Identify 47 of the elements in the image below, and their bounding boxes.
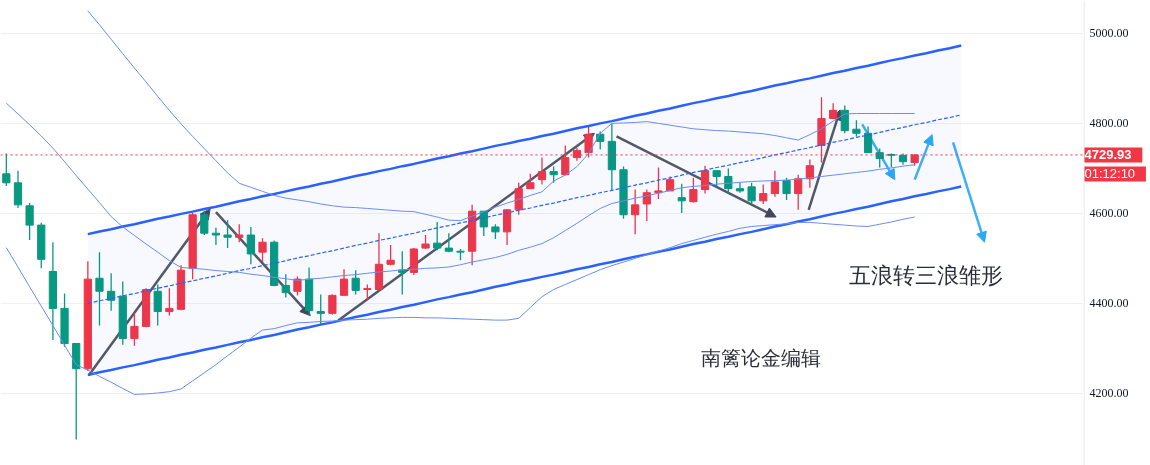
candlestick — [700, 165, 710, 195]
text: 01:12:10 — [1084, 166, 1136, 182]
candlestick — [770, 170, 780, 198]
candlestick — [281, 273, 290, 299]
candlestick — [130, 311, 139, 347]
annotation: 五浪转三浪雏形 — [848, 262, 1003, 288]
candlestick — [654, 166, 663, 200]
candlestick — [759, 183, 768, 205]
candlestick — [537, 156, 547, 186]
candlestick — [677, 183, 686, 214]
candlestick — [235, 223, 244, 243]
candlestick — [782, 177, 791, 201]
candlestick — [747, 182, 756, 205]
candlestick — [514, 182, 523, 216]
y-tick-label: 5000.00 — [1089, 26, 1129, 41]
candlestick — [339, 268, 349, 296]
candlestick — [95, 251, 104, 327]
candlestick — [316, 293, 325, 326]
candlestick — [735, 182, 745, 194]
candlestick — [258, 237, 267, 263]
candlestick — [409, 247, 419, 276]
ref-line-label: 4729.93 — [1084, 147, 1132, 163]
candlestick — [165, 287, 174, 317]
candlestick — [724, 167, 733, 195]
y-tick-label: 4600.00 — [1089, 206, 1129, 221]
candlestick — [223, 219, 232, 249]
candlestick — [153, 283, 162, 327]
candlestick — [25, 202, 34, 241]
candlestick — [351, 269, 360, 296]
candlestick — [863, 125, 873, 154]
candlestick — [631, 188, 640, 235]
candlestick — [211, 227, 221, 246]
candlestick — [794, 174, 803, 211]
y-tick-label: 4400.00 — [1089, 296, 1129, 311]
line-series — [86, 44, 963, 236]
line-series — [5, 216, 916, 395]
candlestick — [293, 275, 302, 296]
candlestick — [502, 208, 512, 246]
candlestick — [433, 221, 442, 251]
candlestick — [246, 226, 255, 265]
annotation: 南篱论金编辑 — [700, 346, 821, 369]
candlestick — [328, 293, 337, 316]
candlestick — [13, 170, 23, 209]
candlestick — [689, 177, 698, 204]
candlestick — [840, 104, 849, 134]
y-tick-label: 4800.00 — [1089, 116, 1129, 131]
y-tick-label: 4200.00 — [1089, 386, 1129, 401]
